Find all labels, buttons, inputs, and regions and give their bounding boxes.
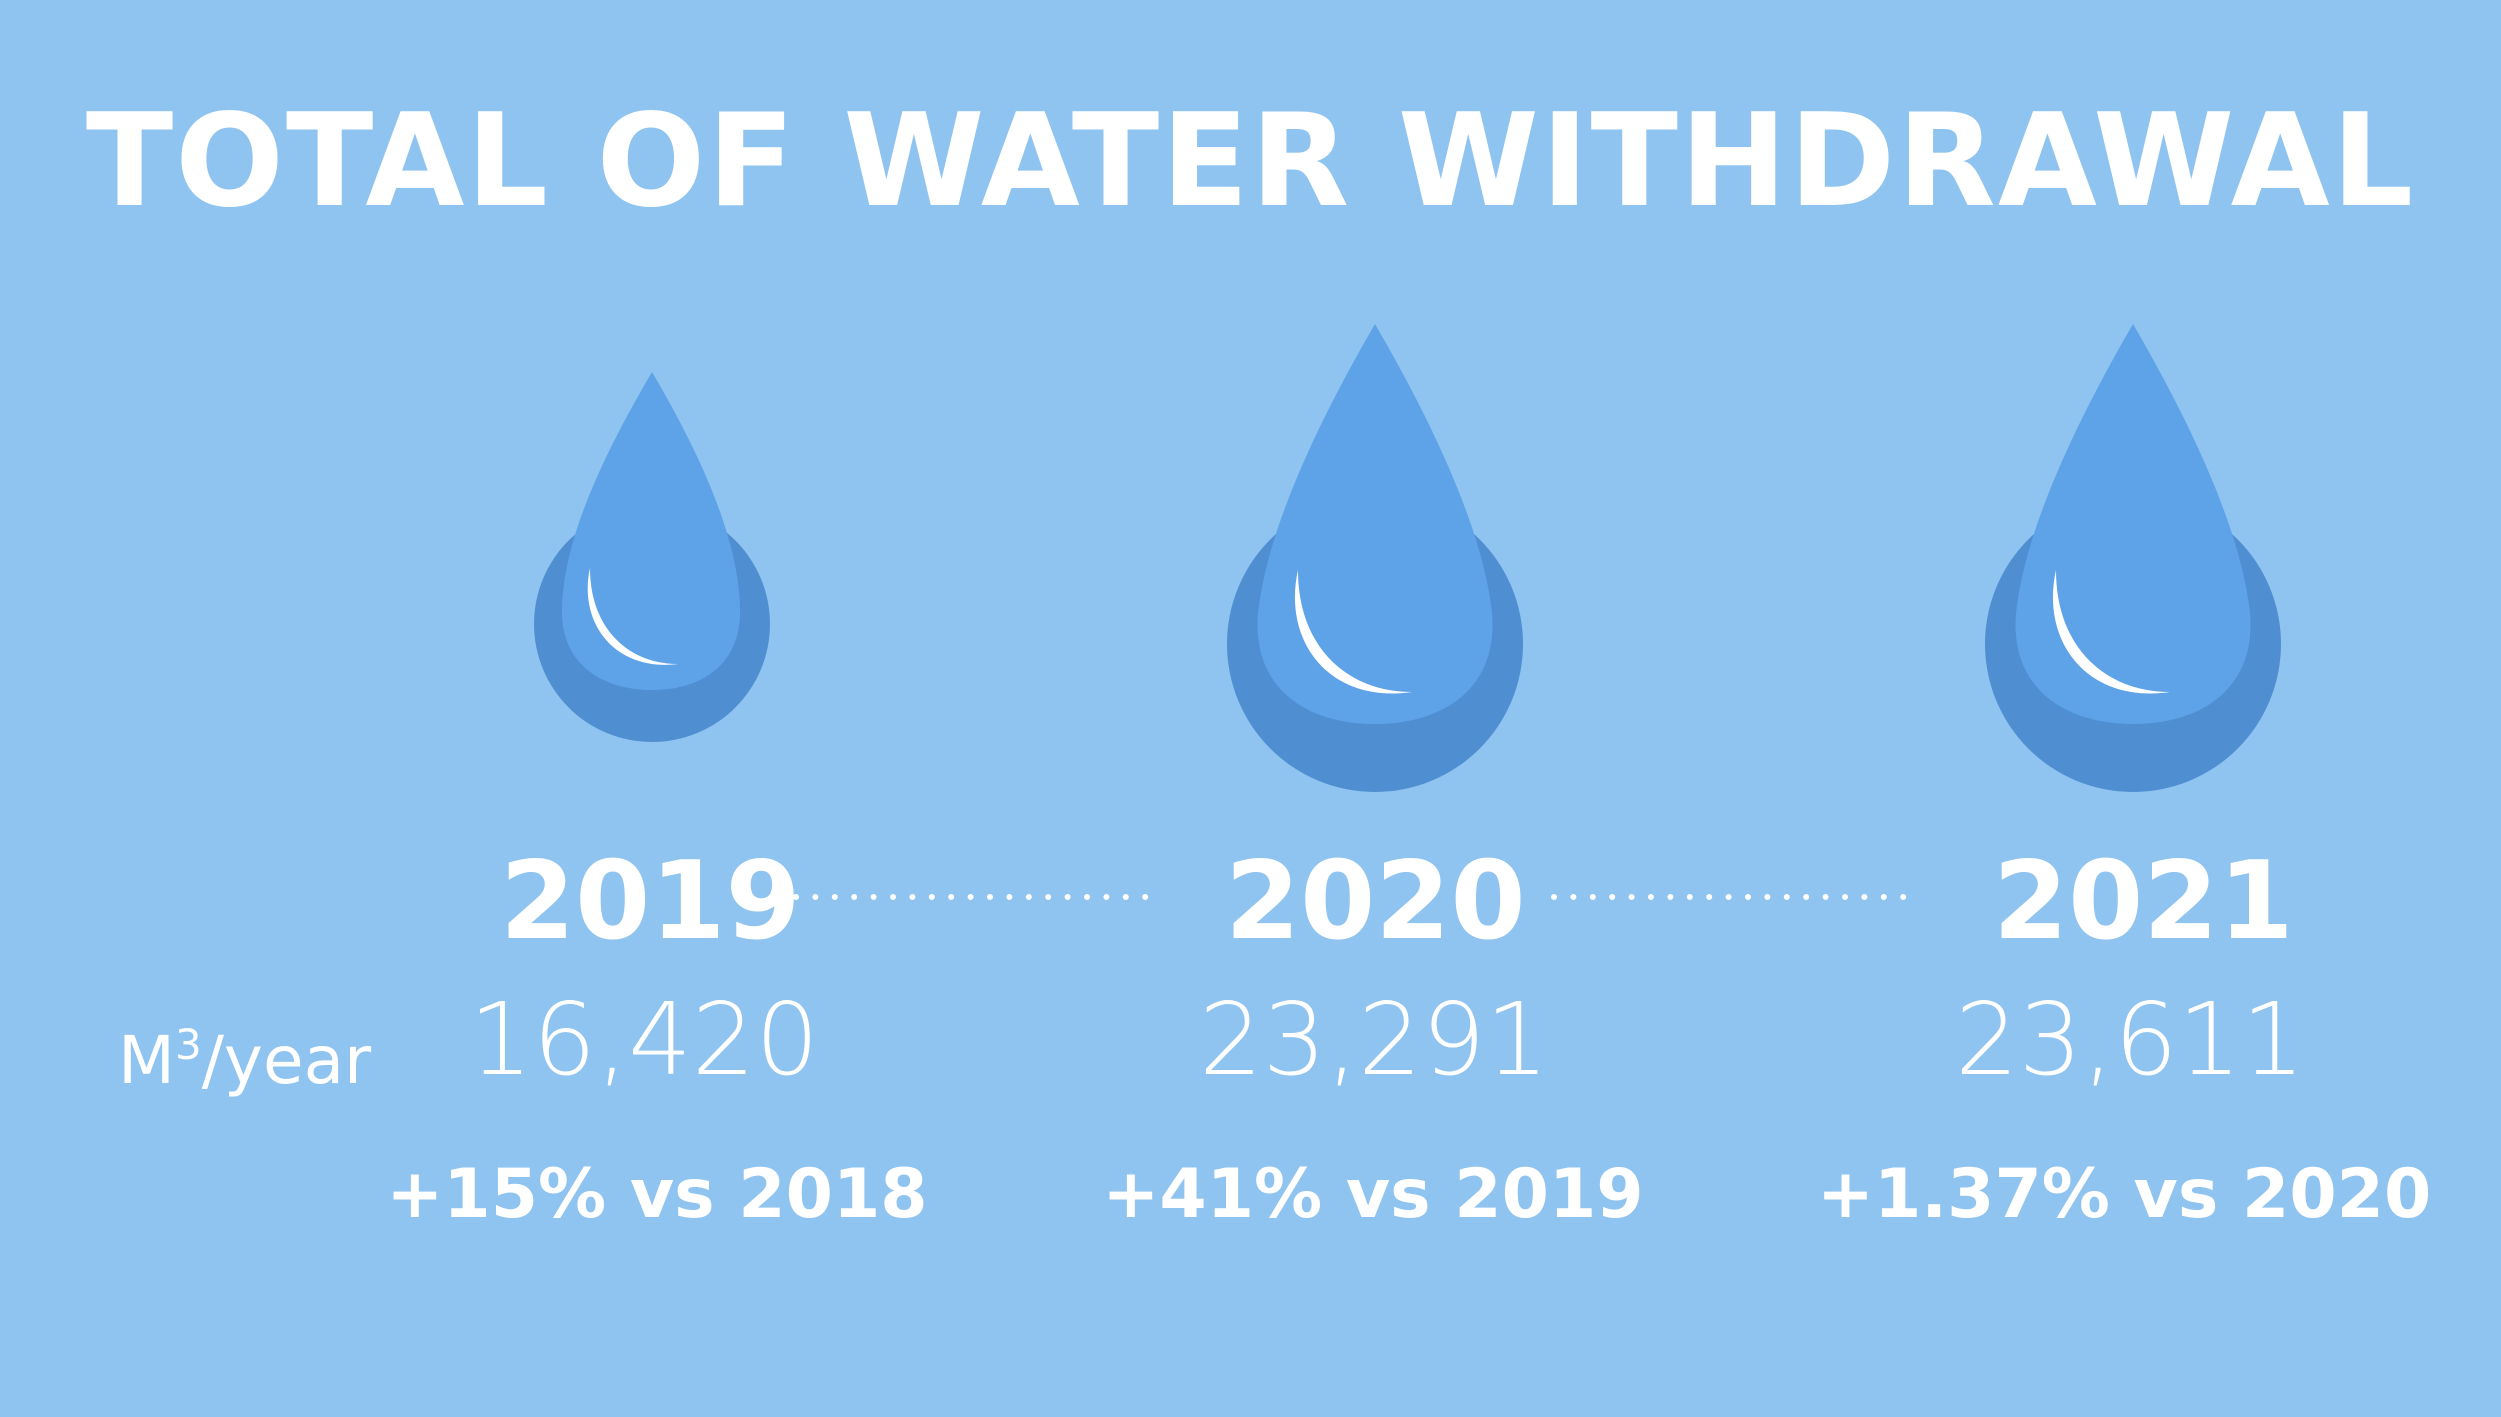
unit-base: M — [118, 1022, 175, 1099]
value-2020: 23,291 — [1199, 981, 1549, 1098]
value-2019: 16,420 — [469, 981, 819, 1098]
year-label-2020: 2020 — [1225, 839, 1526, 964]
water-drop-icon-2020 — [1226, 324, 1526, 792]
water-drop-icon-2019 — [532, 372, 772, 744]
year-label-2019: 2019 — [500, 839, 801, 964]
unit-label: M3/year — [118, 1000, 371, 1106]
dotted-connector-2 — [1548, 890, 1928, 904]
dotted-connector-1 — [790, 890, 1170, 904]
change-2020: +41% vs 2019 — [1102, 1155, 1644, 1234]
change-2019: +15% vs 2018 — [386, 1155, 928, 1234]
water-drop-icon-2021 — [1984, 324, 2284, 792]
year-label-2021: 2021 — [1993, 839, 2294, 964]
change-2021: +1.37% vs 2020 — [1817, 1155, 2432, 1234]
unit-tail: /year — [201, 1022, 372, 1099]
unit-exponent: 3 — [174, 1020, 202, 1069]
value-2021: 23,611 — [1955, 981, 2305, 1098]
chart-title: TOTAL OF WATER WITHDRAWAL — [85, 87, 2416, 236]
